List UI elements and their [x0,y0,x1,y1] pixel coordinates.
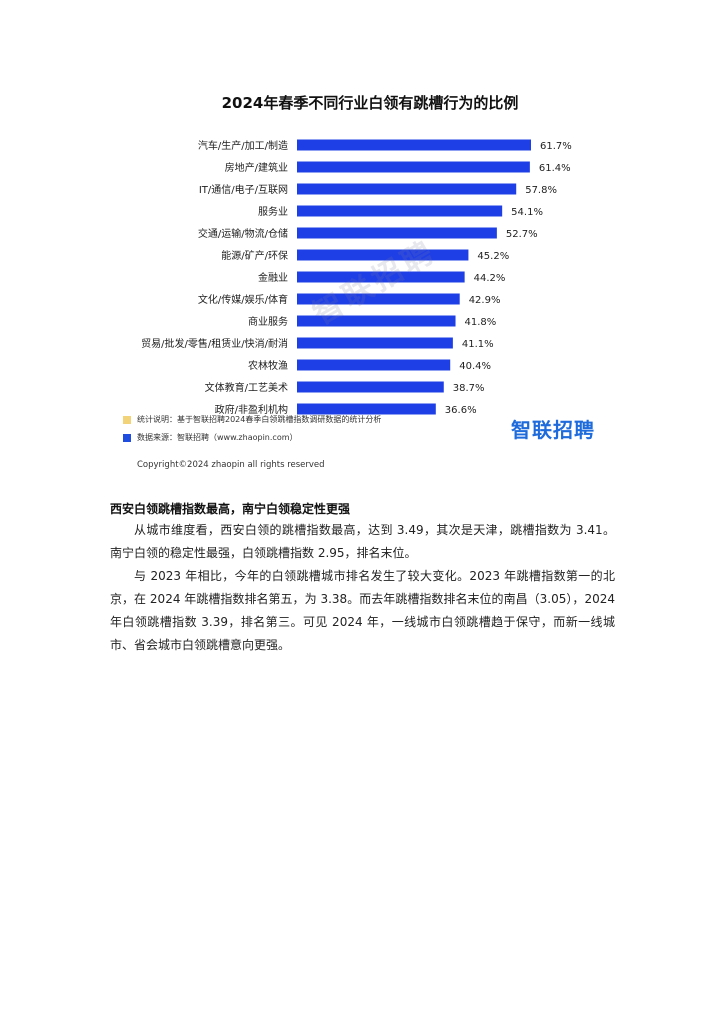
legend-label-note: 统计说明：基于智联招聘2024春季白领跳槽指数调研数据的统计分析 [137,415,382,424]
bar [297,403,436,415]
data-label: 38.7% [453,383,485,394]
data-label: 41.8% [465,317,497,328]
chart-container: 2024年春季不同行业白领有跳槽行为的比例 汽车/生产/加工/制造 61.7% 房地… [115,88,625,453]
chart-title: 2024年春季不同行业白领有跳槽行为的比例 [221,94,519,112]
legend-swatch-yellow [123,415,131,424]
category-label: 金融业 [258,271,288,284]
paragraph-1: 从城市维度看，西安白领的跳槽指数最高，达到 3.49，其次是天津，跳槽指数为 3… [110,523,615,560]
bar [297,205,503,217]
data-label: 54.1% [511,207,543,218]
data-label: 61.4% [539,163,571,174]
bar [297,183,517,195]
bar-chart: 汽车/生产/加工/制造 61.7% 房地产/建筑业 61.4% IT/通信/电子/互联网… [141,139,572,416]
legend-label-source: 数据来源：智联招聘（www.zhaopin.com） [137,433,298,442]
bar [297,161,530,173]
data-label: 40.4% [459,361,491,372]
bar [297,337,453,349]
data-label: 52.7% [506,229,538,240]
bar [297,315,456,327]
legend-swatch-blue [123,433,131,442]
chart-legend: 统计说明：基于智联招聘2024春季白领跳槽指数调研数据的统计分析 数据来源：智联… [123,414,503,450]
bar [297,271,465,283]
paragraph-2: 与 2023 年相比，今年的白领跳槽城市排名发生了较大变化。2023 年跳槽指数… [110,569,615,652]
category-label: 贸易/批发/零售/租赁业/快消/耐消 [141,337,288,350]
bar [297,293,460,305]
bar [297,227,497,239]
bar [297,381,444,393]
bar [297,139,531,151]
category-label: 能源/矿产/环保 [221,249,288,262]
chart-figure: 2024年春季不同行业白领有跳槽行为的比例 汽车/生产/加工/制造 61.7% 房地… [115,88,625,480]
zhaopin-logo: 智联招聘 [511,418,595,442]
bar [297,359,451,371]
data-label: 36.6% [445,405,477,416]
bar [297,249,469,261]
copyright-text: Copyright©2024 zhaopin all rights reserv… [137,460,325,470]
section-heading: 西安白领跳槽指数最高，南宁白领稳定性更强 [110,502,351,516]
category-label: 交通/运输/物流/仓储 [198,227,288,240]
data-label: 57.8% [525,185,557,196]
data-label: 61.7% [540,141,572,152]
category-label: IT/通信/电子/互联网 [199,183,288,196]
category-label: 商业服务 [248,315,288,328]
data-label: 44.2% [474,273,506,284]
category-label: 房地产/建筑业 [225,161,288,174]
data-label: 41.1% [462,339,494,350]
data-label: 45.2% [477,251,509,262]
category-label: 农林牧渔 [248,359,288,372]
data-label: 42.9% [469,295,501,306]
legend-item-source: 数据来源：智联招聘（www.zhaopin.com） [123,432,503,450]
category-label: 汽车/生产/加工/制造 [198,139,288,152]
category-label: 文化/传媒/娱乐/体育 [198,293,288,306]
category-label: 服务业 [258,205,288,218]
category-label: 文体教育/工艺美术 [205,381,288,394]
legend-item-note: 统计说明：基于智联招聘2024春季白领跳槽指数调研数据的统计分析 [123,414,503,432]
category-label: 政府/非盈利机构 [215,403,288,416]
